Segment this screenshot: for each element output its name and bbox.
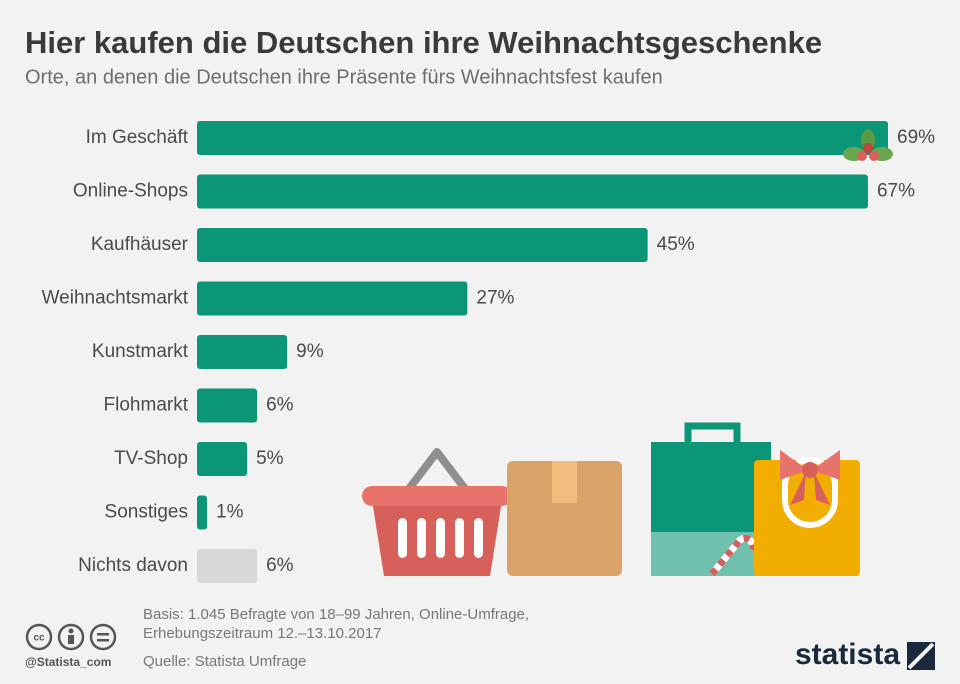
source: Quelle: Statista Umfrage xyxy=(143,653,306,670)
value-label: 69% xyxy=(897,127,935,148)
category-label: Im Geschäft xyxy=(86,127,189,148)
category-label: Flohmarkt xyxy=(104,395,189,416)
holly-berry xyxy=(869,151,879,161)
bar xyxy=(197,121,888,155)
brand: statista xyxy=(795,638,900,671)
svg-text:cc: cc xyxy=(33,633,45,644)
category-label: Kaufhäuser xyxy=(91,234,189,255)
illustration xyxy=(362,422,860,577)
bar xyxy=(197,335,288,369)
holly xyxy=(843,129,893,161)
bar xyxy=(197,281,468,316)
value-label: 67% xyxy=(877,181,915,202)
bar xyxy=(197,549,258,583)
note: Erhebungszeitraum 12.–13.10.2017 xyxy=(143,625,382,642)
bar xyxy=(197,495,208,530)
category-label: Nichts davon xyxy=(78,555,188,576)
credit: @Statista_com xyxy=(25,655,111,669)
category-label: Online-Shops xyxy=(73,181,188,202)
footer: cc @Statista_com Basis: 1.045 Befragte v… xyxy=(25,606,935,671)
chart-title: Hier kaufen die Deutschen ihre Weihnacht… xyxy=(25,25,822,60)
bar xyxy=(197,388,258,423)
bar xyxy=(197,174,868,209)
value-label: 9% xyxy=(296,341,324,362)
chart-subtitle: Orte, an denen die Deutschen ihre Präsen… xyxy=(25,66,663,88)
value-label: 27% xyxy=(476,288,514,309)
value-label: 45% xyxy=(657,234,695,255)
category-label: Weihnachtsmarkt xyxy=(42,288,189,309)
bar xyxy=(197,228,648,262)
category-label: TV-Shop xyxy=(114,448,188,469)
bar xyxy=(197,442,248,476)
category-label: Kunstmarkt xyxy=(92,341,189,362)
note: Basis: 1.045 Befragte von 18–99 Jahren, … xyxy=(143,606,529,623)
holly-berry xyxy=(857,151,867,161)
value-label: 6% xyxy=(266,395,294,416)
value-label: 6% xyxy=(266,555,294,576)
value-label: 1% xyxy=(216,502,244,523)
category-label: Sonstiges xyxy=(105,502,188,523)
value-label: 5% xyxy=(256,448,284,469)
holly-berry xyxy=(863,143,873,153)
